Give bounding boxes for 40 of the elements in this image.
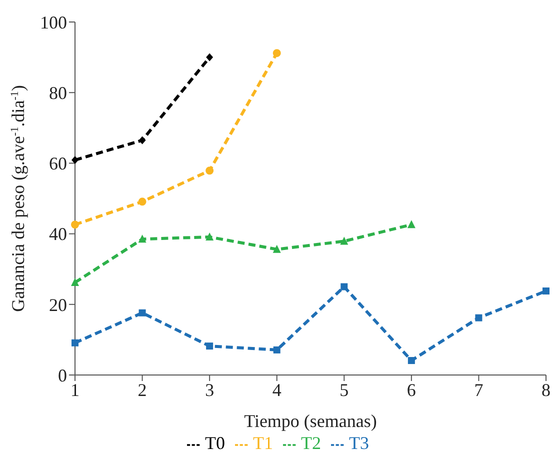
point <box>71 220 79 229</box>
x-tick-label: 8 <box>542 380 550 400</box>
point <box>206 232 214 240</box>
point <box>206 53 214 62</box>
point <box>272 49 281 58</box>
point <box>542 287 550 294</box>
x-tick-label: 6 <box>406 380 416 400</box>
x-tick-label: 1 <box>70 380 80 400</box>
y-tick-label: 20 <box>49 294 67 315</box>
x-tick-label: 4 <box>272 380 282 400</box>
x-tick-label: 3 <box>205 380 214 400</box>
x-tick-label: 5 <box>340 380 349 400</box>
point <box>407 220 416 228</box>
legend-label: T1 <box>253 433 273 453</box>
point <box>71 278 79 286</box>
legend-label: T0 <box>205 433 225 453</box>
legend-label: T2 <box>301 433 321 453</box>
y-tick-label: 60 <box>49 154 67 174</box>
point <box>138 309 146 316</box>
point <box>72 156 78 164</box>
point <box>138 234 146 243</box>
y-tick-label: 80 <box>49 82 67 103</box>
point <box>206 342 214 350</box>
y-tick-label: 0 <box>58 365 67 386</box>
y-tick-label: 100 <box>40 12 67 32</box>
point <box>340 236 348 245</box>
point <box>475 314 482 322</box>
point <box>138 136 146 144</box>
point <box>273 346 280 354</box>
point <box>340 283 348 290</box>
point <box>206 166 214 175</box>
x-axis-title: Tiempo (semanas) <box>244 411 377 431</box>
point <box>72 339 78 346</box>
x-tick-label: 7 <box>474 380 484 400</box>
point <box>408 357 415 364</box>
point <box>272 244 281 253</box>
y-tick-label: 40 <box>49 224 67 244</box>
x-tick-label: 2 <box>138 380 147 400</box>
legend-label: T3 <box>349 433 369 453</box>
point <box>138 198 146 206</box>
